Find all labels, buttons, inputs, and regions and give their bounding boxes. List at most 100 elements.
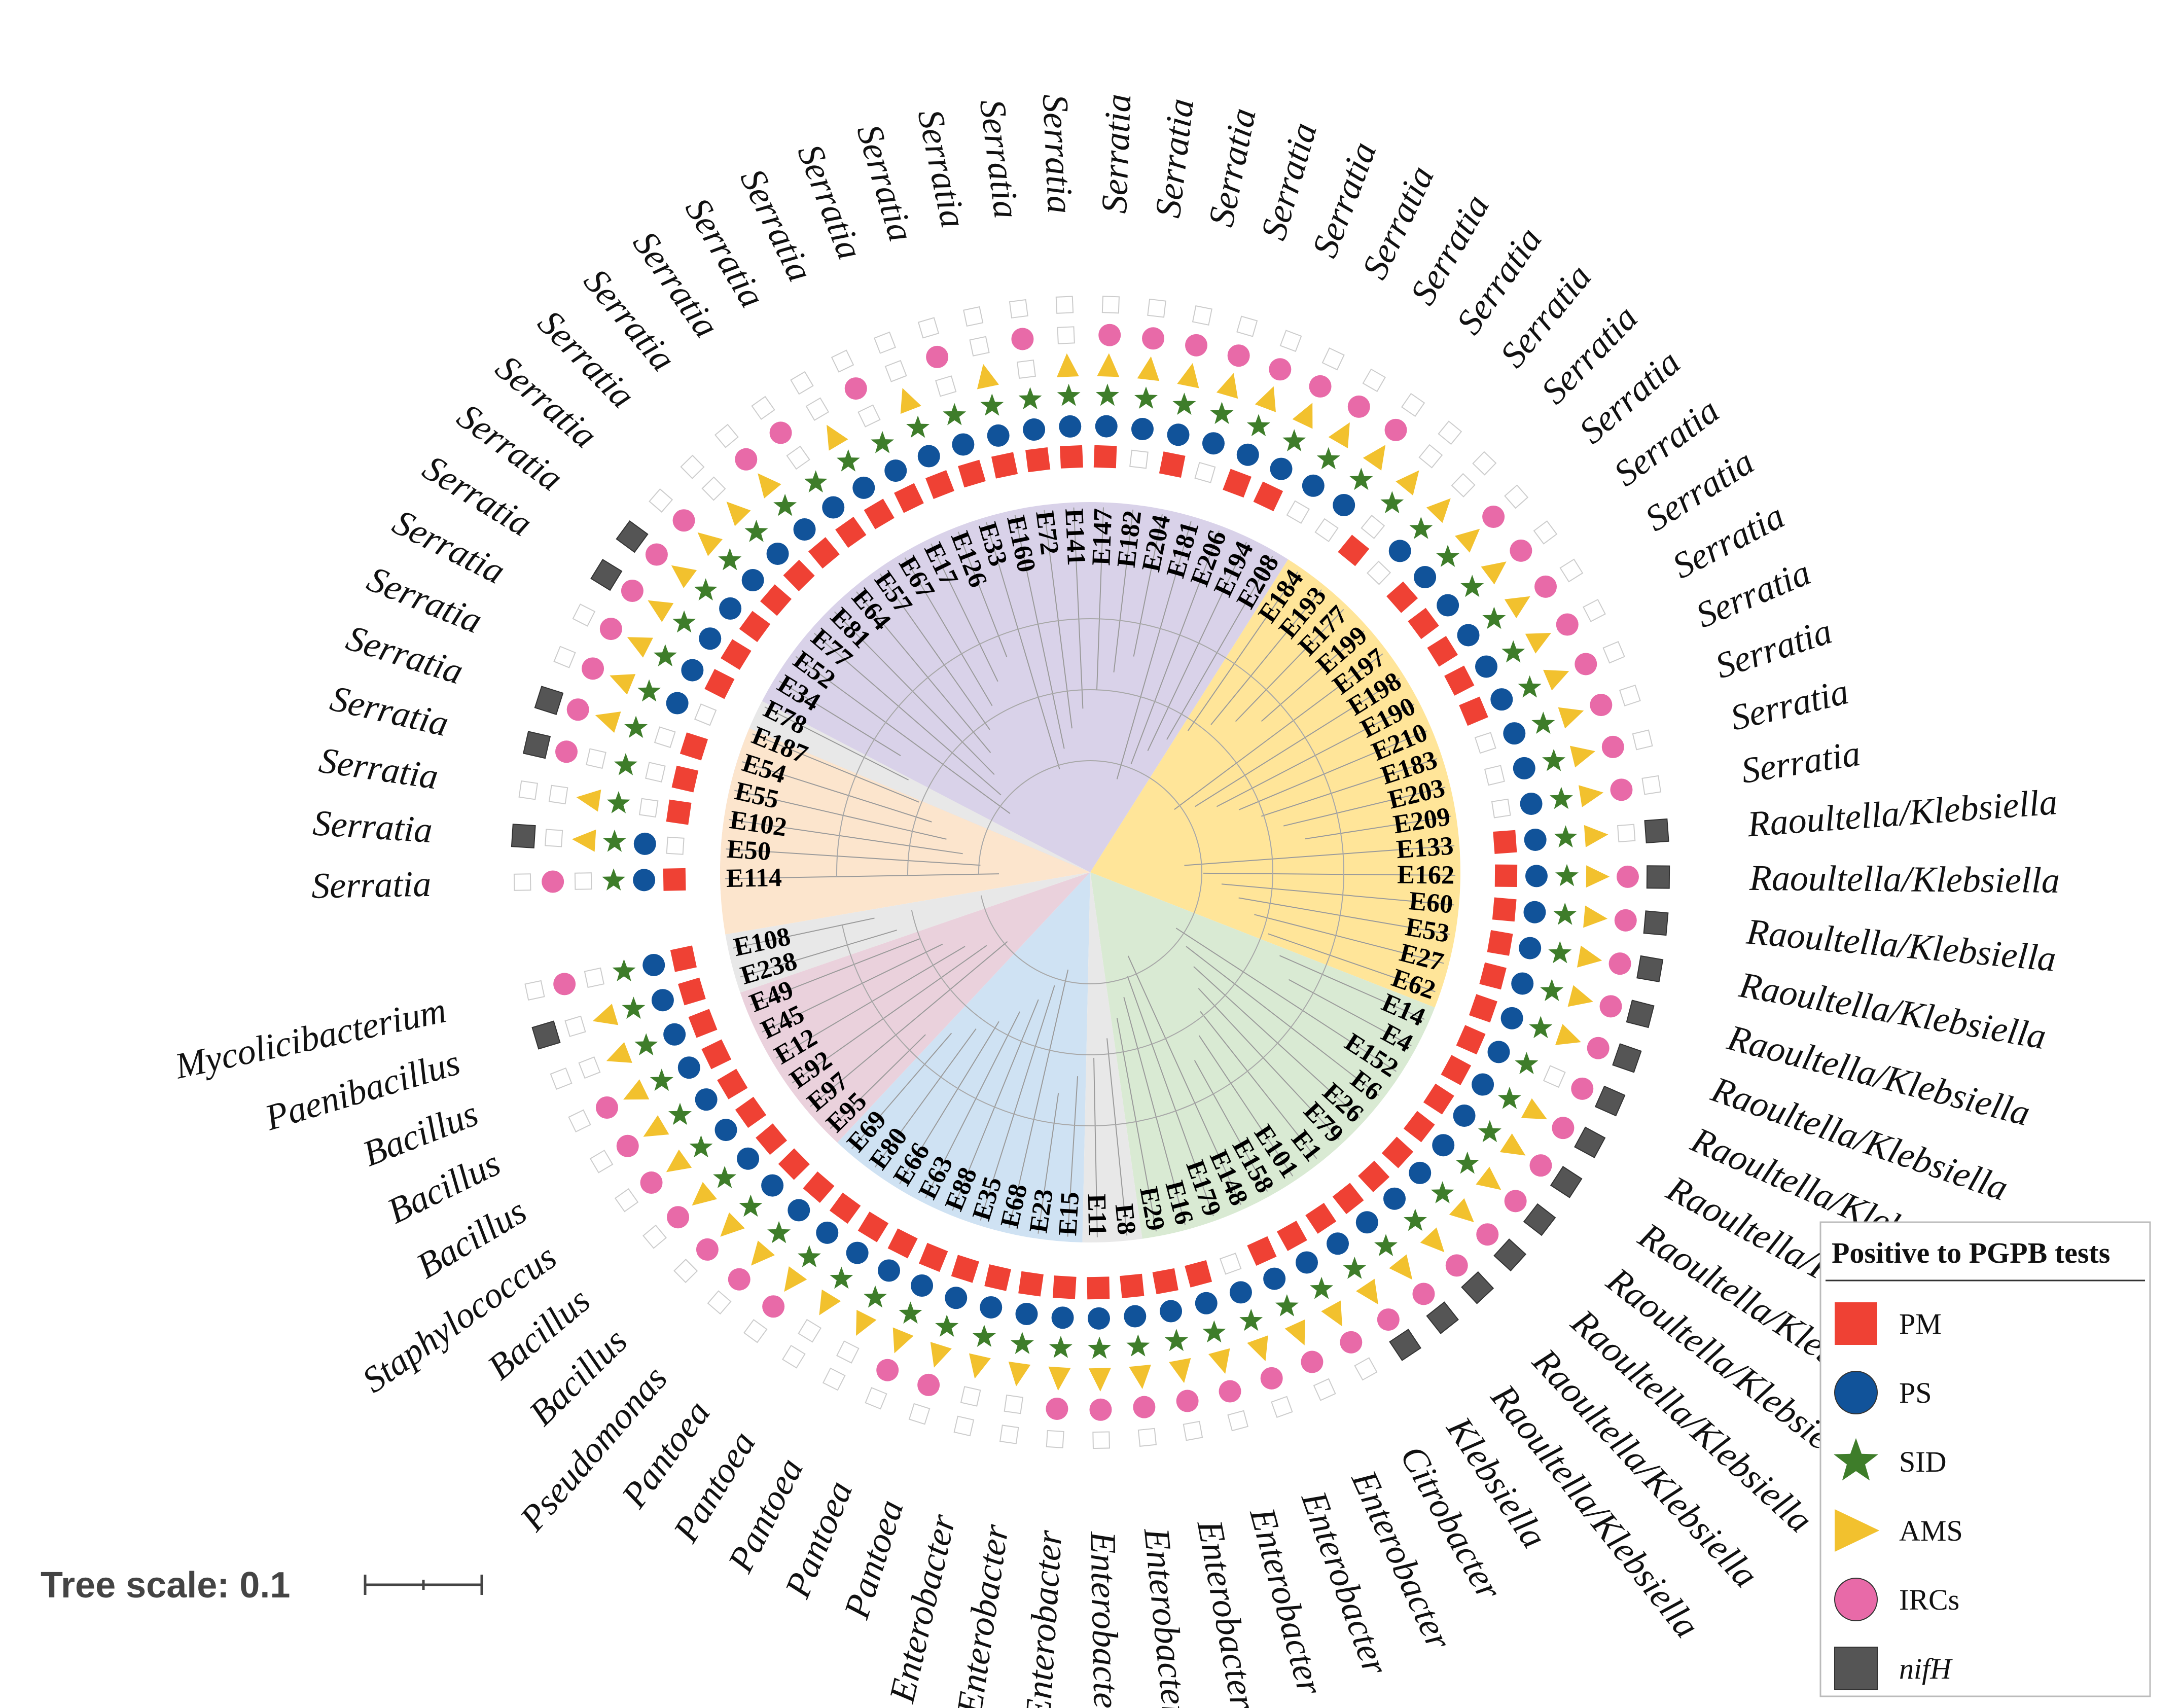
trait-empty-nifH-E97 xyxy=(642,1224,667,1249)
trait-PS-E6 xyxy=(1432,1134,1455,1157)
trait-PM-E64 xyxy=(808,537,840,569)
trait-PS-E1 xyxy=(1355,1211,1378,1234)
genus-label-E141: Serratia xyxy=(1035,93,1081,215)
trait-AMS-E141 xyxy=(1056,353,1079,377)
trait-PS-E45 xyxy=(677,1056,700,1079)
trait-SID-E148 xyxy=(1275,1294,1299,1316)
trait-empty-nifH-E8 xyxy=(1137,1428,1157,1447)
branch-E62 xyxy=(1268,933,1436,992)
branch-E238 xyxy=(740,930,897,978)
leaf-labels: E114E50E102E55E54E187E78E34E52E77E81E64E… xyxy=(726,508,1455,1236)
trait-AMS-E6 xyxy=(1476,1166,1501,1190)
trait-IRCs-E92 xyxy=(640,1171,663,1194)
branch-E152 xyxy=(1175,928,1397,1072)
trait-PM-E126 xyxy=(925,470,954,499)
trait-IRCs-E206 xyxy=(1269,358,1292,381)
trait-AMS-E126 xyxy=(900,388,921,414)
trait-SID-E11 xyxy=(1088,1336,1112,1359)
trait-AMS-E66 xyxy=(819,1289,841,1315)
trait-SID-E29 xyxy=(1164,1329,1188,1351)
branch-E208 xyxy=(1166,555,1273,740)
trait-empty-AMS-E57 xyxy=(786,445,810,470)
trait-empty-IRCs-E66 xyxy=(798,1319,822,1343)
trait-empty-nifH-E102 xyxy=(518,780,539,800)
legend-symbol-IRCs xyxy=(1834,1578,1878,1621)
trait-empty-IRCs-E49 xyxy=(578,1056,601,1079)
trait-PS-E95 xyxy=(761,1174,784,1197)
trait-empty-nifH-E33 xyxy=(917,317,940,339)
trait-empty-IRCs-E160 xyxy=(969,336,990,357)
leaf-label-E60: E60 xyxy=(1408,886,1454,919)
trait-IRCs-E209 xyxy=(1610,778,1633,801)
trait-SID-E49 xyxy=(634,1033,658,1056)
branch-E204 xyxy=(1133,514,1163,657)
branch-E49 xyxy=(749,938,920,1006)
trait-empty-IRCs-E23 xyxy=(1004,1394,1024,1414)
branch-E67 xyxy=(904,557,993,706)
trait-empty-IRCs-E141 xyxy=(1057,326,1075,344)
tree-branches xyxy=(725,507,1455,1237)
leaf-label-E72: E72 xyxy=(1030,509,1064,556)
trait-nifH-E55 xyxy=(522,731,551,759)
legend-label-AMS: AMS xyxy=(1899,1514,1963,1547)
trait-empty-IRCs-E193 xyxy=(1418,444,1443,469)
trait-IRCs-E52 xyxy=(645,543,668,566)
trait-empty-nifH-E35 xyxy=(908,1403,931,1425)
trait-AMS-E148 xyxy=(1284,1319,1305,1345)
trait-PS-E204 xyxy=(1167,423,1190,446)
legend: Positive to PGPB tests PM PS SID AMS IRCs nif… xyxy=(1819,1221,2151,1697)
trait-empty-nifH-E209 xyxy=(1641,775,1662,795)
trait-SID-E1 xyxy=(1374,1234,1398,1256)
branch-E193 xyxy=(1210,589,1322,725)
trait-IRCs-E15 xyxy=(1046,1397,1068,1420)
trait-empty-IRCs-E126 xyxy=(884,360,907,382)
branch-E15 xyxy=(1067,1076,1079,1237)
trait-PM-E133 xyxy=(1493,830,1517,854)
trait-IRCs-E33 xyxy=(926,345,949,368)
trait-PS-E141 xyxy=(1059,415,1082,438)
trait-SID-E177 xyxy=(1409,517,1433,539)
trait-PM-E11 xyxy=(1087,1276,1110,1300)
branch-E16 xyxy=(1123,997,1186,1225)
trait-IRCs-E35 xyxy=(917,1373,940,1396)
genus-label-E147: Serratia xyxy=(1094,93,1138,215)
trait-PS-E206 xyxy=(1236,443,1259,466)
branch-E60 xyxy=(1221,883,1454,906)
trait-PM-E52 xyxy=(739,611,771,643)
genus-label-E204: Serratia xyxy=(1200,104,1264,230)
genus-label-E15: Enterobacter xyxy=(1017,1528,1069,1708)
leaf-label-E133: E133 xyxy=(1396,831,1455,864)
branch-E182 xyxy=(1113,509,1134,672)
trait-empty-nifH-E194 xyxy=(1321,347,1345,371)
trait-PS-E52 xyxy=(719,597,742,620)
trait-SID-E69 xyxy=(767,1221,791,1243)
branch-E27 xyxy=(1254,914,1444,964)
trait-empty-IRCs-E133 xyxy=(1617,824,1636,843)
trait-AMS-E54 xyxy=(595,711,621,733)
trait-PM-E35 xyxy=(951,1255,979,1283)
trait-nifH-E52 xyxy=(616,520,649,553)
trait-IRCs-E114 xyxy=(542,870,564,893)
trait-PM-E78 xyxy=(704,669,735,699)
trait-IRCs-E60 xyxy=(1614,909,1637,932)
trait-SID-E198 xyxy=(1482,607,1506,629)
clade-sector-gray-2 xyxy=(725,872,1090,993)
trait-PS-E50 xyxy=(633,832,656,855)
trait-AMS-E102 xyxy=(576,789,601,812)
trait-empty-nifH-E126 xyxy=(873,331,896,354)
trait-AMS-E182 xyxy=(1137,356,1160,381)
trait-AMS-E197 xyxy=(1481,561,1507,585)
trait-SID-E206 xyxy=(1246,414,1270,437)
trait-IRCs-E208 xyxy=(1347,395,1370,418)
trait-empty-IRCs-E67 xyxy=(805,397,830,421)
trait-SID-E197 xyxy=(1460,575,1484,597)
genus-label-E114: Serratia xyxy=(311,864,432,906)
branch-E66 xyxy=(899,1021,999,1184)
trait-empty-nifH-E203 xyxy=(1632,729,1653,751)
branch-E78 xyxy=(764,706,909,780)
trait-SID-E208 xyxy=(1316,447,1340,470)
branch-E14 xyxy=(1279,955,1425,1020)
trait-PM-E60 xyxy=(1492,897,1517,922)
trait-PM-E54 xyxy=(680,732,708,761)
trait-SID-E52 xyxy=(694,578,718,601)
